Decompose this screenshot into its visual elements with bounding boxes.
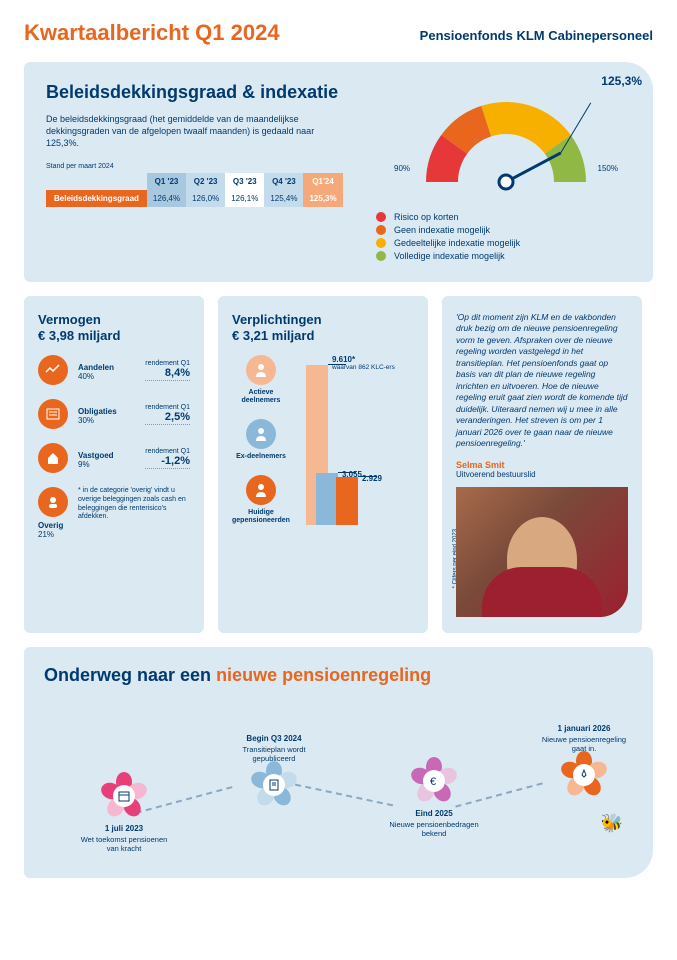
liabilities-card: Verplichtingen€ 3,21 miljard Actievedeel… <box>218 296 428 633</box>
asset-icon <box>38 443 68 473</box>
legend-item: Risico op korten <box>376 212 636 222</box>
header: Kwartaalbericht Q1 2024 Pensioenfonds KL… <box>24 20 653 46</box>
asset-row: Obligaties30% rendement Q12,5% <box>38 399 190 429</box>
group-icon <box>246 419 276 449</box>
brand-name: Pensioenfonds KLM Cabinepersoneel <box>420 28 653 43</box>
timeline-milestone: 1 januari 2026Nieuwe pensioenregeling ga… <box>534 724 634 803</box>
quote-role: Uitvoerend bestuurslid <box>456 470 628 479</box>
quote-author: Selma Smit <box>456 460 628 470</box>
gauge-chart: 125,3% 90% 150% <box>376 82 636 192</box>
gauge-value: 125,3% <box>601 74 642 88</box>
coverage-panel: Beleidsdekkingsgraad & indexatie De bele… <box>24 62 653 282</box>
assets-card: Vermogen€ 3,98 miljard Aandelen40% rende… <box>24 296 204 633</box>
assets-footnote: * in de categorie 'overig' vindt u overi… <box>78 487 188 522</box>
bar <box>336 477 358 525</box>
gauge-legend: Risico op korten Geen indexatie mogelijk G… <box>376 212 636 261</box>
participant-group: Actievedeelnemers <box>232 355 290 405</box>
bar-label: 9.610*waarvan 862 KLC-ers <box>332 355 446 371</box>
bar <box>316 473 338 525</box>
legend-item: Geen indexatie mogelijk <box>376 225 636 235</box>
flower-icon <box>102 774 146 818</box>
participant-group: Ex-deelnemers <box>232 419 290 461</box>
asset-row: Overig21% * in de categorie 'overig' vin… <box>38 487 190 539</box>
asset-icon <box>38 399 68 429</box>
asset-icon <box>38 487 68 517</box>
svg-text:€: € <box>430 776 436 787</box>
asset-icon <box>38 355 68 385</box>
gauge-min: 90% <box>394 164 410 173</box>
author-photo <box>456 487 628 617</box>
timeline-milestone: €Eind 2025Nieuwe pensioenbedragen bekend <box>384 759 484 838</box>
flower-icon <box>562 753 606 797</box>
page-title: Kwartaalbericht Q1 2024 <box>24 20 280 46</box>
timeline-title: Onderweg naar een nieuwe pensioenregelin… <box>44 665 633 686</box>
panel-description: De beleidsdekkingsgraad (het gemiddelde … <box>46 113 316 149</box>
bee-icon: 🐝 <box>601 813 623 834</box>
table-caption: Stand per maart 2024 <box>46 163 346 170</box>
timeline-panel: Onderweg naar een nieuwe pensioenregelin… <box>24 647 653 878</box>
legend-item: Volledige indexatie mogelijk <box>376 251 636 261</box>
coverage-table: Q1 '23 Q2 '23 Q3 '23 Q4 '23 Q1'24 Beleid… <box>46 173 343 207</box>
panel-heading: Beleidsdekkingsgraad & indexatie <box>46 82 346 103</box>
flower-icon: € <box>412 759 456 803</box>
gauge-max: 150% <box>598 164 618 173</box>
timeline-milestone: 1 juli 2023Wet toekomst pensioenen van k… <box>74 774 174 853</box>
quote-card: 'Op dit moment zijn KLM en de vakbonden … <box>442 296 642 633</box>
participant-group: Huidigegepensioneerden <box>232 475 290 525</box>
legend-item: Gedeeltelijke indexatie mogelijk <box>376 238 636 248</box>
quote-text: 'Op dit moment zijn KLM en de vakbonden … <box>456 312 628 450</box>
group-icon <box>246 355 276 385</box>
asset-row: Aandelen40% rendement Q18,4% <box>38 355 190 385</box>
group-icon <box>246 475 276 505</box>
timeline-milestone: Begin Q3 2024Transitieplan wordt gepubli… <box>224 734 324 813</box>
flower-icon <box>252 763 296 807</box>
asset-row: Vastgoed9% rendement Q1-1,2% <box>38 443 190 473</box>
